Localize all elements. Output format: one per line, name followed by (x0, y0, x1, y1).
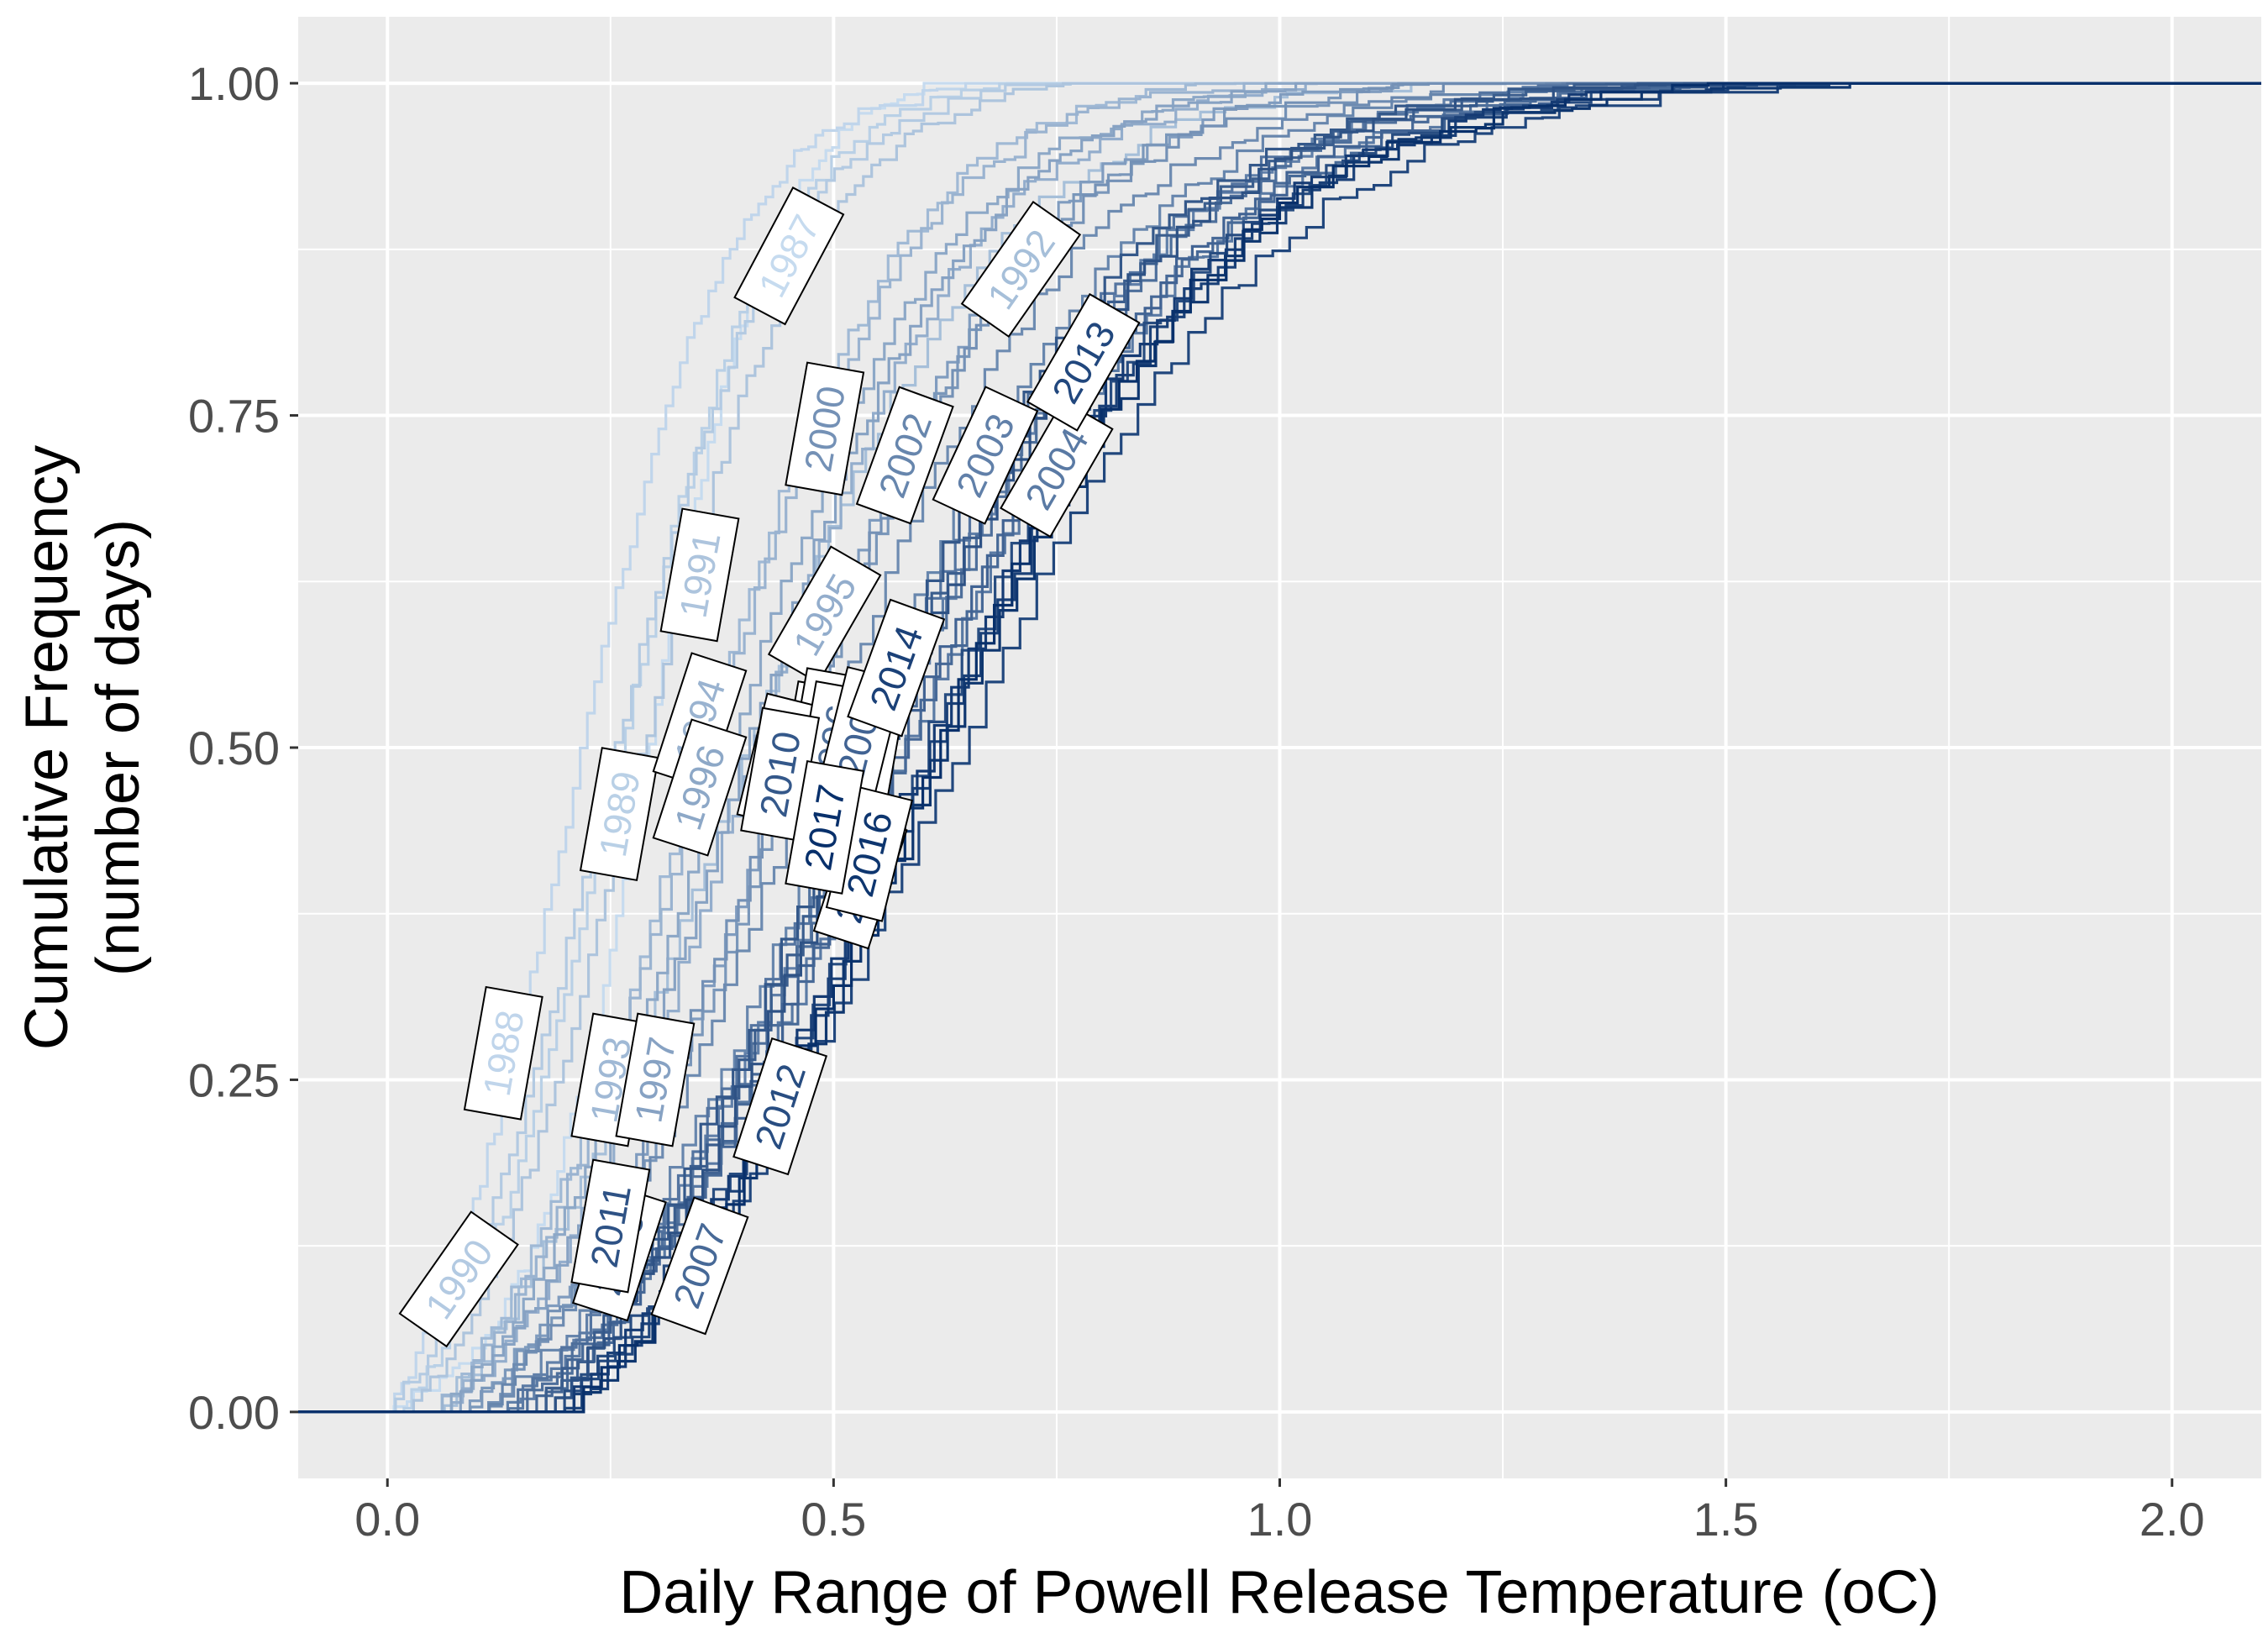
year-label-box (650, 1196, 749, 1336)
year-label-box (785, 361, 865, 496)
y-tick-label: 0.75 (188, 390, 280, 443)
year-label-box (855, 386, 954, 525)
year-label-box (847, 598, 946, 738)
year-label-box (398, 1210, 519, 1348)
y-tick-label: 0.50 (188, 722, 280, 774)
year-label-box (960, 200, 1082, 339)
year-label-1988: 1988 (463, 985, 543, 1121)
year-label-1991: 1991 (659, 507, 740, 643)
y-tick-label: 0.00 (188, 1386, 280, 1439)
year-label-box (733, 186, 845, 326)
year-label-1996: 1996 (652, 718, 748, 857)
series-line-2011 (298, 81, 2262, 1414)
x-tick-label: 2.0 (2139, 1493, 2205, 1546)
year-label-box (615, 1012, 696, 1147)
year-label-2000: 2000 (785, 361, 865, 496)
x-axis-title: Daily Range of Powell Release Temperatur… (619, 1559, 1939, 1626)
year-label-box (732, 1037, 828, 1176)
year-label-box (932, 386, 1039, 525)
x-tick-label: 0.5 (801, 1493, 866, 1546)
year-label-2011: 2011 (570, 1158, 651, 1294)
year-label-2010: 2010 (740, 706, 821, 842)
series-line-1991 (298, 81, 2262, 1414)
year-label-box (785, 759, 865, 895)
year-label-layer: 1987198819891990199119921993199419951996… (398, 186, 1141, 1348)
y-axis-title-line2: (number of days) (85, 519, 152, 976)
y-tick-label: 1.00 (188, 57, 280, 110)
year-label-box (767, 545, 882, 685)
year-label-1997: 1997 (615, 1012, 696, 1147)
year-label-box (1026, 292, 1141, 432)
series-line-1988 (298, 81, 2262, 1414)
year-label-box (570, 1158, 651, 1294)
x-tick-label: 0.0 (354, 1493, 420, 1546)
series-line-2010 (298, 81, 2262, 1414)
axis-layer: 0.0 0.5 1.0 1.5 2.0 0.00 0.25 0.50 0.75 1.00 (188, 57, 2205, 1546)
series-line-1995 (298, 81, 2262, 1414)
year-label-box (579, 747, 659, 882)
x-tick-label: 1.5 (1693, 1493, 1759, 1546)
y-tick-label: 0.25 (188, 1053, 280, 1106)
y-axis-title: Cumulative Frequency (number of days) (13, 445, 152, 1050)
x-tick-label: 1.0 (1247, 1493, 1313, 1546)
year-label-1989: 1989 (579, 747, 659, 882)
year-label-box (1000, 399, 1114, 538)
year-label-2017: 2017 (785, 759, 865, 895)
year-label-box (652, 718, 748, 857)
y-axis-title-line1: Cumulative Frequency (13, 445, 81, 1050)
year-label-box (659, 507, 740, 643)
series-line-1990 (298, 81, 2262, 1414)
year-label-box (463, 985, 543, 1121)
